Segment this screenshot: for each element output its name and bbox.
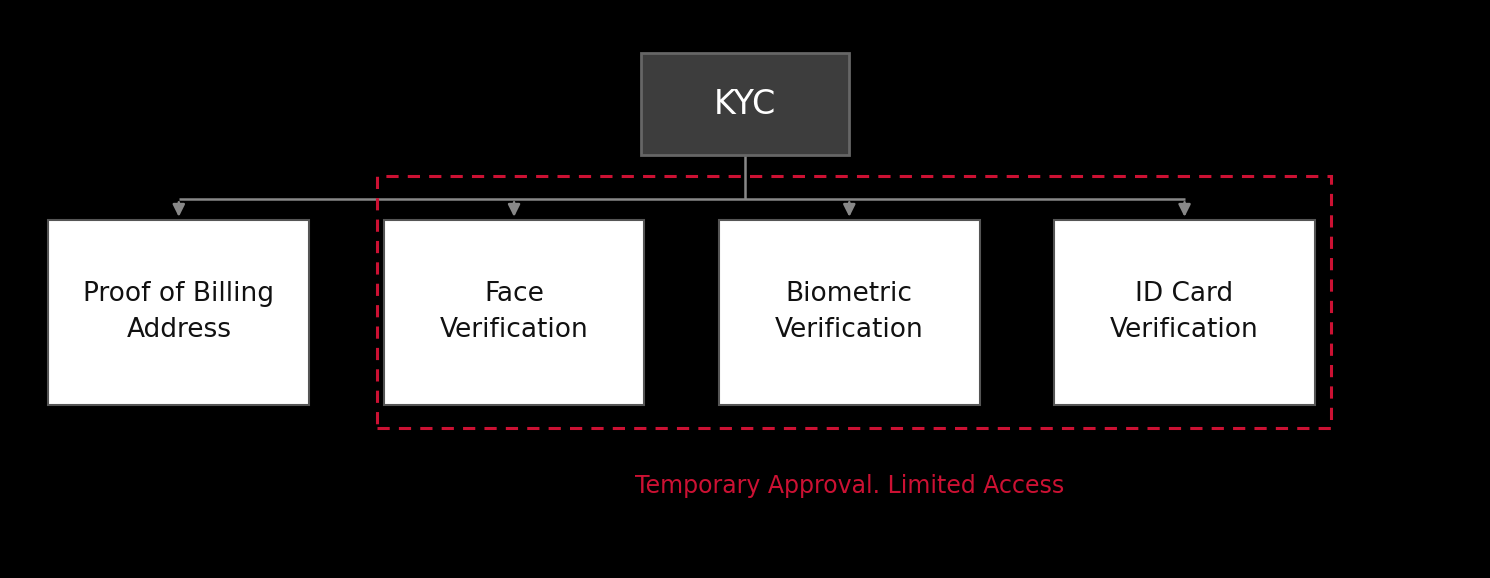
FancyBboxPatch shape (1053, 220, 1316, 405)
Text: Biometric
Verification: Biometric Verification (775, 281, 924, 343)
Bar (377, 176, 1331, 428)
FancyBboxPatch shape (718, 220, 980, 405)
FancyBboxPatch shape (383, 220, 644, 405)
Text: ID Card
Verification: ID Card Verification (1110, 281, 1259, 343)
FancyBboxPatch shape (641, 54, 849, 155)
Text: Temporary Approval. Limited Access: Temporary Approval. Limited Access (635, 473, 1064, 498)
Text: Face
Verification: Face Verification (440, 281, 589, 343)
Text: KYC: KYC (714, 87, 776, 121)
Text: Proof of Billing
Address: Proof of Billing Address (83, 281, 274, 343)
FancyBboxPatch shape (48, 220, 310, 405)
